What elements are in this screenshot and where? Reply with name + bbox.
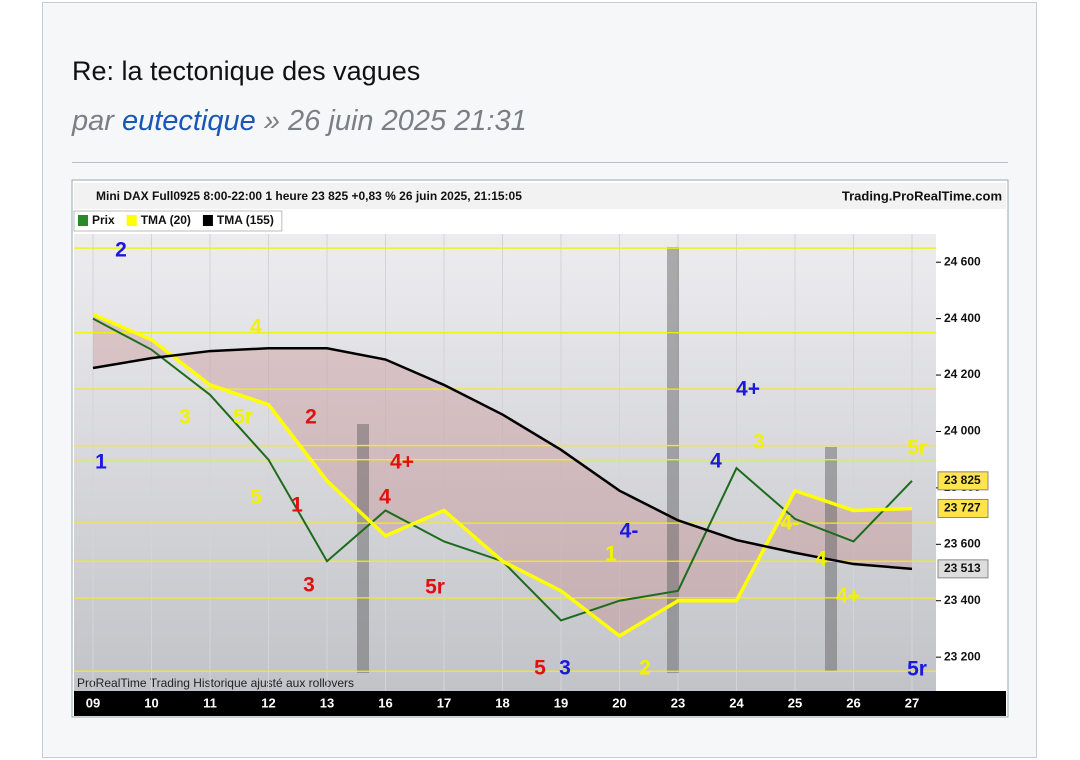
chart-source: Trading.ProRealTime.com <box>842 188 1002 203</box>
wave-label: 5r <box>425 576 445 599</box>
wave-label: 1 <box>605 543 617 566</box>
x-axis-bar <box>74 691 1006 716</box>
price-marker <box>937 559 989 579</box>
legend-label: Prix <box>92 213 115 227</box>
price-marker-label: 23 727 <box>944 501 981 515</box>
x-tick-label: 17 <box>437 695 451 710</box>
wave-label: 4 <box>710 450 722 473</box>
y-tick-label: 24 200 <box>944 367 981 381</box>
range-bar <box>357 424 369 673</box>
x-tick-label: 13 <box>320 695 334 710</box>
wave-label: 4 <box>379 486 391 509</box>
date: » 26 juin 2025 21:31 <box>263 105 527 137</box>
wave-label: 1 <box>291 494 303 517</box>
price-marker-label: 23 513 <box>944 561 981 575</box>
y-tick-label: 24 400 <box>944 311 981 325</box>
wave-label: 4- <box>620 520 639 543</box>
x-tick-label: 27 <box>905 695 919 710</box>
legend-swatch <box>126 215 137 226</box>
wave-label: 1 <box>95 451 107 474</box>
wave-label: 4 <box>250 316 262 339</box>
wave-label: 4+ <box>736 378 760 401</box>
wave-label: 2 <box>639 657 651 680</box>
y-tick-label: 23 400 <box>944 593 981 607</box>
wave-label: 2 <box>115 239 127 262</box>
y-tick-label: 24 000 <box>944 424 981 438</box>
wave-label: 4+ <box>836 585 860 608</box>
legend-label: TMA (155) <box>217 213 274 227</box>
x-tick-label: 25 <box>788 695 802 710</box>
x-tick-label: 23 <box>671 695 685 710</box>
wave-label: 5 <box>534 657 546 680</box>
chart-header <box>74 183 1006 209</box>
x-tick-label: 24 <box>729 695 744 710</box>
price-marker-label: 23 825 <box>944 473 981 487</box>
divider <box>72 162 1008 163</box>
wave-label: 5r <box>907 437 927 460</box>
x-tick-label: 16 <box>378 695 392 710</box>
wave-label: 4 <box>815 548 827 571</box>
legend-box <box>73 210 283 232</box>
x-tick-label: 10 <box>144 695 158 710</box>
legend-swatch <box>78 215 88 226</box>
price-marker <box>937 498 989 518</box>
y-tick-label: 23 200 <box>944 649 981 663</box>
x-tick-label: 20 <box>612 695 626 710</box>
series-line <box>92 312 913 639</box>
wave-label: 5 <box>250 486 262 509</box>
x-tick-label: 11 <box>203 695 217 710</box>
wave-label: 4+ <box>390 451 414 474</box>
legend-swatch <box>202 215 213 226</box>
chart-footer: ProRealTime Trading Historique ajusté au… <box>77 676 354 690</box>
x-tick-label: 19 <box>554 695 568 710</box>
y-tick-label: 23 600 <box>944 536 981 550</box>
wave-label: 5r <box>233 406 253 429</box>
chart-title: Mini DAX Full0925 8:00-22:00 1 heure 23 … <box>96 189 522 203</box>
author[interactable]: eutectique <box>121 105 256 137</box>
post-meta: par eutectique » 26 juin 2025 21:31 <box>72 105 527 138</box>
by: par <box>72 105 114 137</box>
post-title: Re: la tectonique des vagues <box>72 56 421 86</box>
wave-label: 2 <box>305 406 317 429</box>
x-tick-label: 18 <box>495 695 509 710</box>
wave-label: 3 <box>303 574 315 597</box>
plot-area <box>74 234 936 691</box>
tma-band <box>93 314 912 636</box>
wave-label: 3 <box>753 431 765 454</box>
wave-label: 5r <box>907 658 927 681</box>
wave-label: 3 <box>559 657 571 680</box>
x-tick-label: 09 <box>86 695 100 710</box>
price-marker <box>937 471 989 491</box>
series-line <box>92 347 913 571</box>
x-tick-label: 12 <box>261 695 275 710</box>
wave-label: 4- <box>781 512 800 535</box>
wave-label: 3 <box>179 406 191 429</box>
y-tick-label: 24 600 <box>944 254 981 268</box>
legend-label: TMA (20) <box>141 213 191 227</box>
x-tick-label: 26 <box>846 695 860 710</box>
